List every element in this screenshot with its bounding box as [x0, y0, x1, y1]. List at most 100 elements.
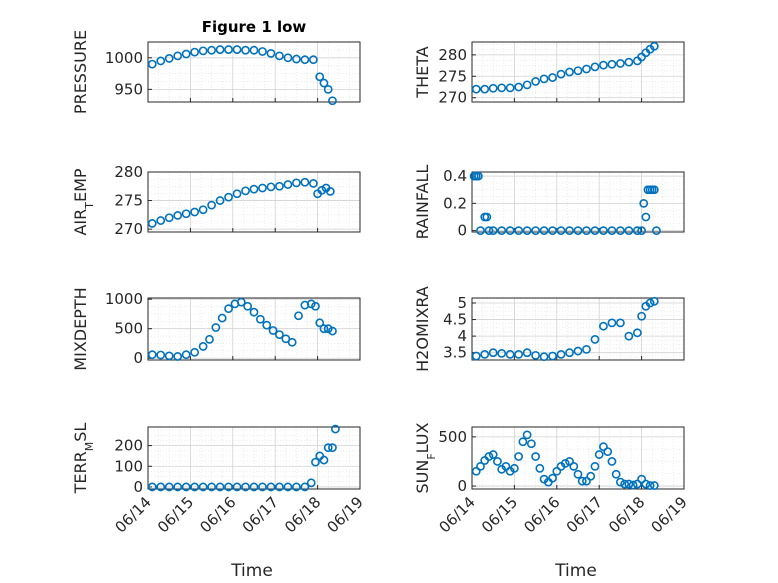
data-point [518, 437, 528, 447]
data-point [198, 342, 208, 351]
data-point [262, 320, 272, 330]
data-point [488, 83, 498, 93]
x-tick-label: 06/14 [436, 493, 479, 536]
data-point [173, 211, 183, 220]
data-point [548, 351, 557, 361]
data-point [319, 455, 329, 465]
y-tick-label: 200 [114, 437, 143, 455]
data-point [315, 318, 325, 328]
data-point [300, 55, 310, 65]
data-point [616, 226, 625, 236]
x-tick-label: 06/17 [563, 493, 606, 536]
data-point [147, 219, 157, 228]
data-point [258, 47, 267, 56]
data-point [632, 479, 642, 489]
x-axis-label: Time [230, 561, 273, 581]
data-point [539, 74, 549, 84]
data-point [552, 466, 562, 476]
subplot-theta: 270 275 280 THETA [413, 41, 685, 107]
data-point [281, 334, 291, 344]
data-point [224, 304, 233, 314]
y-axis-label: MIXDEPTH [71, 287, 90, 370]
data-point [531, 350, 540, 360]
data-point [190, 482, 200, 492]
y-axis-label: H2OMIXRA [413, 286, 432, 372]
data-point [514, 349, 524, 359]
data-point [156, 216, 166, 225]
data-point [573, 66, 583, 76]
data-point [471, 351, 481, 361]
data-point [198, 46, 208, 56]
data-point [215, 196, 225, 205]
data-point [275, 51, 284, 61]
data-point [471, 466, 481, 476]
data-point [573, 226, 583, 236]
x-tick-label: 06/16 [196, 493, 239, 536]
data-point [531, 77, 540, 86]
y-tick-label: 0 [457, 477, 467, 495]
data-point [603, 447, 613, 457]
data-point [266, 182, 276, 192]
data-point [291, 482, 301, 492]
data-point [156, 350, 166, 360]
data-point [181, 49, 191, 59]
data-point [207, 45, 216, 55]
data-point [505, 226, 515, 236]
x-tick-label: 06/14 [112, 493, 155, 536]
data-point [211, 323, 221, 332]
data-point [565, 457, 574, 466]
figure-title: Figure 1 low [202, 18, 307, 36]
axes-border [147, 41, 361, 103]
data-point [181, 350, 191, 360]
data-point [590, 62, 600, 72]
data-point [236, 297, 246, 307]
data-point [624, 331, 634, 341]
data-point [632, 328, 642, 338]
data-point [510, 463, 519, 473]
data-point [241, 482, 250, 492]
axes-border [471, 41, 685, 103]
data-point [488, 348, 498, 358]
data-point [522, 80, 532, 90]
data-point [607, 318, 617, 328]
data-point [258, 482, 267, 492]
data-point [632, 226, 642, 236]
y-tick-label: 0 [133, 478, 143, 496]
data-point [283, 482, 293, 492]
data-point [306, 299, 316, 309]
data-point [539, 352, 549, 362]
data-point [190, 47, 200, 57]
data-point [590, 226, 600, 236]
y-tick-label: 280 [114, 163, 143, 181]
data-point [522, 348, 532, 358]
x-tick-label: 06/16 [520, 493, 563, 536]
data-point [480, 84, 490, 94]
subplot-mixdepth: 0 500 1000 MIXDEPTH [71, 287, 361, 371]
data-point [556, 349, 566, 359]
data-point [147, 350, 157, 360]
data-point [476, 226, 485, 236]
data-point [317, 185, 327, 195]
data-point [582, 476, 591, 486]
x-tick-label: 06/15 [478, 493, 521, 536]
data-point [300, 482, 310, 492]
x-tick-label: 06/17 [239, 493, 282, 536]
data-point [505, 83, 515, 93]
data-point [590, 335, 600, 344]
data-point [637, 226, 646, 236]
data-point [624, 57, 634, 67]
data-point [497, 226, 507, 236]
data-point [649, 296, 659, 306]
data-point [582, 344, 591, 354]
x-tick-label: 06/19 [324, 493, 367, 536]
data-point [514, 452, 524, 461]
data-point [649, 481, 659, 490]
data-point [266, 482, 276, 492]
y-tick-label: 1000 [105, 49, 143, 67]
data-point [232, 482, 242, 492]
data-point [249, 45, 259, 55]
y-tick-label: 0 [133, 349, 143, 367]
data-point [476, 461, 485, 471]
subplot-sun-flux: 0 500 06/14 06/15 06/16 06/17 06/18 06/19 SUNFLU… [413, 422, 691, 581]
